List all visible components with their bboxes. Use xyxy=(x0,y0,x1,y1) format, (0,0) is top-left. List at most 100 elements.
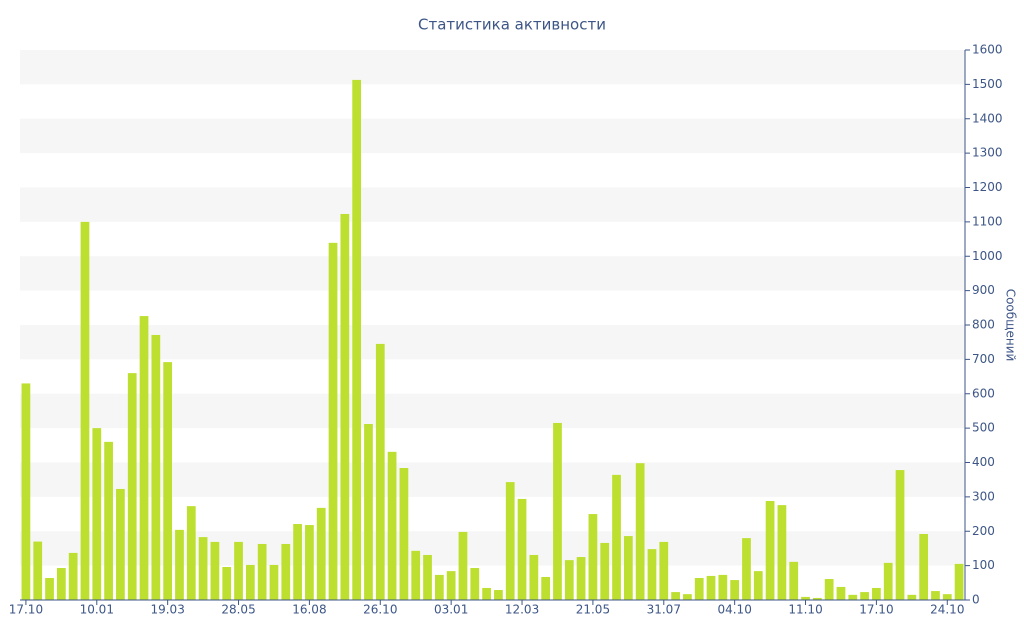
bar xyxy=(801,596,810,600)
bar xyxy=(245,564,255,600)
y-tick-label: 1600 xyxy=(972,43,1003,57)
bar xyxy=(281,543,291,600)
x-tick-label: 21.05 xyxy=(576,603,610,617)
bar xyxy=(139,316,149,600)
bar xyxy=(812,597,822,600)
bar xyxy=(434,574,444,600)
grid-band xyxy=(20,531,965,566)
bar xyxy=(92,428,102,600)
y-axis-label: Сообщений xyxy=(1004,289,1018,362)
bar xyxy=(56,568,66,600)
y-tick-label: 1300 xyxy=(972,146,1003,160)
bar xyxy=(234,541,243,600)
bar xyxy=(423,554,432,600)
x-tick-label: 10.01 xyxy=(80,603,114,617)
bar xyxy=(411,550,421,600)
bar xyxy=(612,474,621,600)
bar xyxy=(45,578,54,600)
bar xyxy=(104,441,113,600)
bar xyxy=(458,531,468,600)
bar xyxy=(872,587,881,600)
bar xyxy=(257,543,267,600)
bar xyxy=(671,592,680,600)
bar xyxy=(375,343,385,600)
bar xyxy=(305,525,314,600)
grid-band xyxy=(20,393,965,429)
grid-band xyxy=(20,187,965,222)
bar xyxy=(21,383,31,600)
bar xyxy=(588,514,598,600)
bar xyxy=(269,564,279,600)
y-tick-label: 500 xyxy=(972,421,995,435)
y-tick-label: 1200 xyxy=(972,180,1003,194)
bar xyxy=(824,579,834,600)
bar xyxy=(328,242,338,600)
bar xyxy=(742,538,751,600)
bar xyxy=(848,594,858,600)
bar xyxy=(446,571,456,600)
grid-band xyxy=(20,462,965,497)
y-tick-label: 900 xyxy=(972,283,995,297)
bar xyxy=(352,79,362,600)
bar xyxy=(198,537,208,600)
bar xyxy=(931,591,940,600)
bar xyxy=(33,541,43,600)
bar xyxy=(517,498,527,600)
x-tick-label: 11.10 xyxy=(788,603,822,617)
bar xyxy=(694,578,704,600)
x-tick-label: 12.03 xyxy=(505,603,539,617)
y-tick-label: 1100 xyxy=(972,214,1003,228)
bar xyxy=(777,505,787,600)
bar xyxy=(399,468,409,600)
bar xyxy=(494,590,503,600)
x-tick-label: 28.05 xyxy=(221,603,255,617)
x-tick-label: 17.10 xyxy=(9,603,43,617)
y-tick-label: 200 xyxy=(972,524,995,538)
bar xyxy=(316,507,326,600)
bar xyxy=(529,554,539,600)
y-tick-label: 800 xyxy=(972,318,995,332)
x-tick-label: 17.10 xyxy=(859,603,893,617)
bar xyxy=(175,529,184,600)
x-tick-label: 26.10 xyxy=(363,603,397,617)
y-tick-label: 1400 xyxy=(972,111,1003,125)
bar xyxy=(553,422,562,600)
bar xyxy=(753,571,763,600)
x-tick-label: 03.01 xyxy=(434,603,468,617)
bar xyxy=(659,541,669,600)
x-tick-label: 19.03 xyxy=(150,603,184,617)
bar xyxy=(718,574,728,600)
x-tick-label: 24.10 xyxy=(930,603,964,617)
chart-title: Статистика активности xyxy=(418,16,606,34)
bar xyxy=(895,470,905,600)
bar xyxy=(954,563,964,600)
bar xyxy=(222,567,232,600)
bar xyxy=(364,424,373,600)
bar xyxy=(919,534,929,600)
y-tick-label: 700 xyxy=(972,352,995,366)
grid-band xyxy=(20,50,965,85)
y-tick-label: 0 xyxy=(972,593,980,607)
bar xyxy=(883,562,893,600)
bar xyxy=(623,536,633,600)
y-tick-label: 1500 xyxy=(972,77,1003,91)
bar xyxy=(293,524,302,600)
bar xyxy=(706,575,716,600)
grid-band xyxy=(20,325,965,360)
bar xyxy=(730,580,740,600)
bar xyxy=(163,362,173,600)
bar xyxy=(683,594,692,600)
bar xyxy=(505,482,515,600)
bar xyxy=(647,549,657,600)
x-tick-label: 04.10 xyxy=(717,603,751,617)
bar xyxy=(600,542,610,600)
bar xyxy=(470,568,480,600)
y-tick-label: 1000 xyxy=(972,249,1003,263)
bar xyxy=(576,557,586,600)
bar xyxy=(765,501,775,600)
bar xyxy=(860,592,869,600)
bar xyxy=(541,576,551,600)
bar xyxy=(186,506,196,600)
y-tick-label: 600 xyxy=(972,386,995,400)
